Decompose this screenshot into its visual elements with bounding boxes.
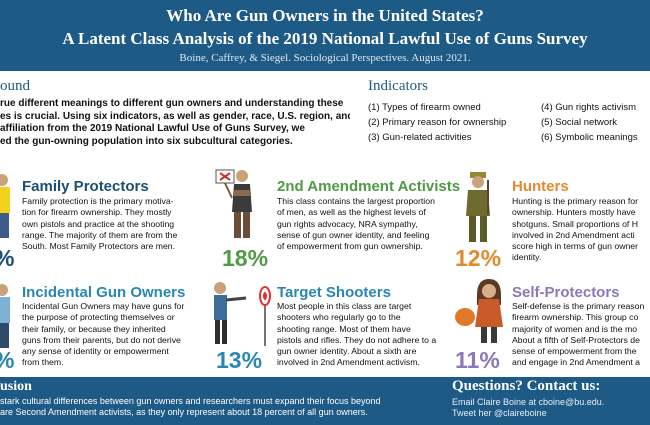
target-shooter-icon (214, 282, 271, 346)
incidental-percent: % (0, 347, 14, 374)
poster-title-line2: A Latent Class Analysis of the 2019 Nati… (62, 29, 588, 48)
target-shooters-description: Most people in this class are target sho… (277, 301, 437, 368)
target-shooters-title: Target Shooters (277, 284, 391, 301)
activists-percent: 18% (222, 245, 269, 271)
activist-figure-icon (215, 169, 252, 238)
indicator-item: (3) Gun-related activities (368, 132, 472, 143)
activists-description: This class contains the largest proporti… (277, 196, 435, 252)
incidental-title: Incidental Gun Owners (22, 284, 186, 301)
poster-citation: Boine, Caffrey, & Siegel. Sociological P… (179, 52, 471, 64)
background-line: affiliation from the 2019 National Lawfu… (0, 123, 305, 135)
conclusion-heading: usion (0, 379, 32, 394)
background-line: rue different meanings to different gun … (0, 98, 344, 109)
family-protectors-percent: % (0, 245, 14, 272)
family-figure-icon (0, 174, 10, 238)
indicator-item: (6) Symbolic meanings (541, 132, 638, 143)
self-protector-icon (455, 279, 503, 343)
indicator-item: (4) Gun rights activism (541, 102, 637, 113)
self-protectors-title: Self-Protectors (512, 284, 620, 301)
self-protectors-description: Self-defense is the primary reason firea… (512, 301, 645, 368)
indicator-item: (1) Types of firearm owned (368, 102, 481, 113)
incidental-figure-icon (0, 284, 10, 348)
contact-twitter[interactable]: Tweet her @claireboine (452, 407, 547, 418)
background-heading: ound (0, 78, 30, 94)
hunters-description: Hunting is the primary reason for owners… (512, 196, 639, 263)
hunters-title: Hunters (512, 178, 569, 195)
family-protectors-description: Family protection is the primary motiva-… (22, 196, 178, 252)
self-protectors-percent: 11% (455, 347, 500, 373)
background-text: rue different meanings to different gun … (0, 98, 350, 148)
header-banner: Who Are Gun Owners in the United States?… (0, 0, 650, 71)
questions-heading: Questions? Contact us: (452, 378, 601, 394)
background-line: es is crucial. Using six indicators, as … (0, 110, 350, 122)
hunter-figure-icon (466, 172, 490, 242)
indicators-heading: Indicators (368, 78, 428, 94)
hunters-percent: 12% (455, 245, 502, 271)
contact-email[interactable]: Email Claire Boine at cboine@bu.edu. (452, 397, 605, 407)
incidental-description: Incidental Gun Owners may have guns for … (22, 301, 185, 368)
background-line: ed the gun-owning population into six su… (0, 135, 293, 147)
poster-title-line1: Who Are Gun Owners in the United States? (166, 6, 484, 25)
activists-title: 2nd Amendment Activists (277, 178, 461, 195)
conclusion-text: stark cultural differences between gun o… (0, 396, 381, 417)
indicator-item: (2) Primary reason for ownership (368, 117, 507, 128)
contact-info: Email Claire Boine at cboine@bu.edu. Twe… (452, 397, 604, 418)
target-shooters-percent: 13% (216, 347, 263, 373)
indicator-item: (5) Social network (541, 117, 618, 128)
footer-banner: usion stark cultural differences between… (0, 377, 650, 425)
family-protectors-title: Family Protectors (22, 178, 149, 195)
